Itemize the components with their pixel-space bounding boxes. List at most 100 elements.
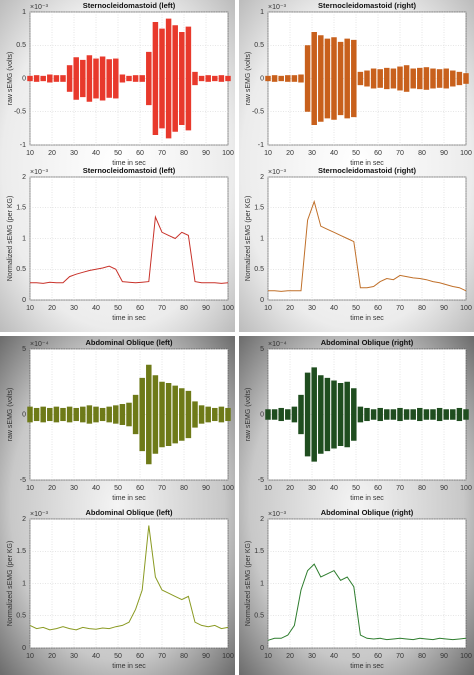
x-tick-label: 10	[264, 305, 272, 312]
x-tick-label: 90	[202, 150, 210, 157]
y-tick-label: 1	[22, 580, 26, 587]
x-tick-label: 20	[48, 150, 56, 157]
y-tick-label: 0	[260, 411, 264, 418]
y-tick-label: 0.5	[16, 613, 26, 620]
x-tick-label: 70	[158, 653, 166, 660]
chart-title: Sternocleidomastoid (left)	[83, 166, 176, 175]
x-tick-label: 20	[48, 485, 56, 492]
x-tick-label: 70	[158, 150, 166, 157]
y-axis-label: Normalized sEMG (per KG)	[7, 196, 14, 282]
x-tick-label: 70	[396, 150, 404, 157]
x-tick-label: 90	[440, 653, 448, 660]
x-tick-label: 40	[330, 485, 338, 492]
signal-line	[30, 215, 229, 284]
chart-title: Sternocleidomastoid (left)	[83, 1, 176, 10]
y-axis-label: raw sEMG (volts)	[245, 52, 252, 106]
x-tick-label: 40	[92, 305, 100, 312]
x-tick-label: 50	[114, 485, 122, 492]
x-tick-label: 20	[48, 653, 56, 660]
y-tick-label: 1.5	[254, 205, 264, 212]
x-tick-label: 80	[418, 150, 426, 157]
y-axis-label: Normalized sEMG (per KG)	[245, 541, 252, 627]
x-tick-label: 10	[264, 485, 272, 492]
x-tick-label: 30	[70, 150, 78, 157]
signal-line	[267, 563, 467, 641]
y-tick-label: 2	[22, 174, 26, 181]
x-tick-label: 30	[70, 485, 78, 492]
y-axis-label: Normalized sEMG (per KG)	[245, 196, 252, 282]
axis-exponent: ×10⁻³	[268, 169, 287, 176]
y-tick-label: 0	[260, 75, 264, 82]
x-tick-label: 40	[92, 485, 100, 492]
x-tick-label: 30	[70, 305, 78, 312]
y-tick-label: 1	[260, 580, 264, 587]
x-tick-label: 10	[26, 150, 34, 157]
x-tick-label: 50	[352, 305, 360, 312]
x-tick-label: 60	[136, 150, 144, 157]
x-tick-label: 30	[308, 305, 316, 312]
x-axis-label: time in sec	[112, 160, 146, 167]
y-tick-label: -0.5	[252, 109, 264, 116]
x-tick-label: 70	[158, 485, 166, 492]
x-tick-label: 80	[418, 653, 426, 660]
chart-title: Sternocleidomastoid (right)	[318, 1, 416, 10]
y-axis-label: raw sEMG (volts)	[245, 388, 252, 442]
x-tick-label: 70	[396, 305, 404, 312]
x-tick-label: 90	[202, 305, 210, 312]
y-tick-label: 5	[22, 346, 26, 353]
signal-line	[268, 199, 467, 292]
axis-exponent: ×10⁻⁴	[268, 341, 287, 348]
x-tick-label: 100	[460, 305, 472, 312]
x-tick-label: 10	[26, 305, 34, 312]
x-tick-label: 10	[264, 653, 272, 660]
y-tick-label: 0.5	[254, 613, 264, 620]
x-tick-label: 80	[180, 150, 188, 157]
y-tick-label: -5	[20, 477, 26, 484]
x-tick-label: 40	[330, 305, 338, 312]
x-tick-label: 60	[136, 305, 144, 312]
y-tick-label: -1	[20, 142, 26, 149]
x-tick-label: 60	[374, 305, 382, 312]
y-tick-label: 0	[22, 297, 26, 304]
y-tick-label: 2	[260, 174, 264, 181]
x-tick-label: 30	[308, 485, 316, 492]
x-tick-label: 30	[308, 653, 316, 660]
x-tick-label: 100	[222, 653, 234, 660]
x-axis-label: time in sec	[350, 495, 384, 502]
x-tick-label: 80	[418, 485, 426, 492]
x-tick-label: 60	[136, 485, 144, 492]
x-axis-label: time in sec	[350, 160, 384, 167]
x-tick-label: 70	[396, 653, 404, 660]
y-tick-label: 0	[260, 297, 264, 304]
y-tick-label: 0.5	[254, 266, 264, 273]
x-tick-label: 10	[26, 485, 34, 492]
x-tick-label: 100	[460, 485, 472, 492]
x-tick-label: 20	[286, 485, 294, 492]
y-tick-label: 1.5	[16, 205, 26, 212]
y-axis-label: Normalized sEMG (per KG)	[7, 541, 14, 627]
x-tick-label: 10	[264, 150, 272, 157]
x-tick-label: 40	[92, 150, 100, 157]
y-tick-label: 2	[260, 516, 264, 523]
y-tick-label: 1	[260, 9, 264, 16]
x-tick-label: 100	[222, 485, 234, 492]
x-tick-label: 30	[308, 150, 316, 157]
x-tick-label: 90	[440, 305, 448, 312]
x-tick-label: 40	[330, 653, 338, 660]
x-tick-label: 70	[158, 305, 166, 312]
chart-title: Abdominal Oblique (right)	[321, 508, 414, 517]
chart-title: Abdominal Oblique (left)	[85, 508, 173, 517]
x-axis-label: time in sec	[112, 495, 146, 502]
x-tick-label: 80	[180, 305, 188, 312]
x-axis-label: time in sec	[112, 315, 146, 322]
axis-exponent: ×10⁻³	[30, 169, 49, 176]
x-tick-label: 80	[180, 485, 188, 492]
x-tick-label: 10	[26, 653, 34, 660]
x-tick-label: 80	[418, 305, 426, 312]
axis-exponent: ×10⁻³	[268, 4, 287, 11]
x-tick-label: 20	[286, 150, 294, 157]
y-tick-label: 2	[22, 516, 26, 523]
x-tick-label: 90	[202, 485, 210, 492]
